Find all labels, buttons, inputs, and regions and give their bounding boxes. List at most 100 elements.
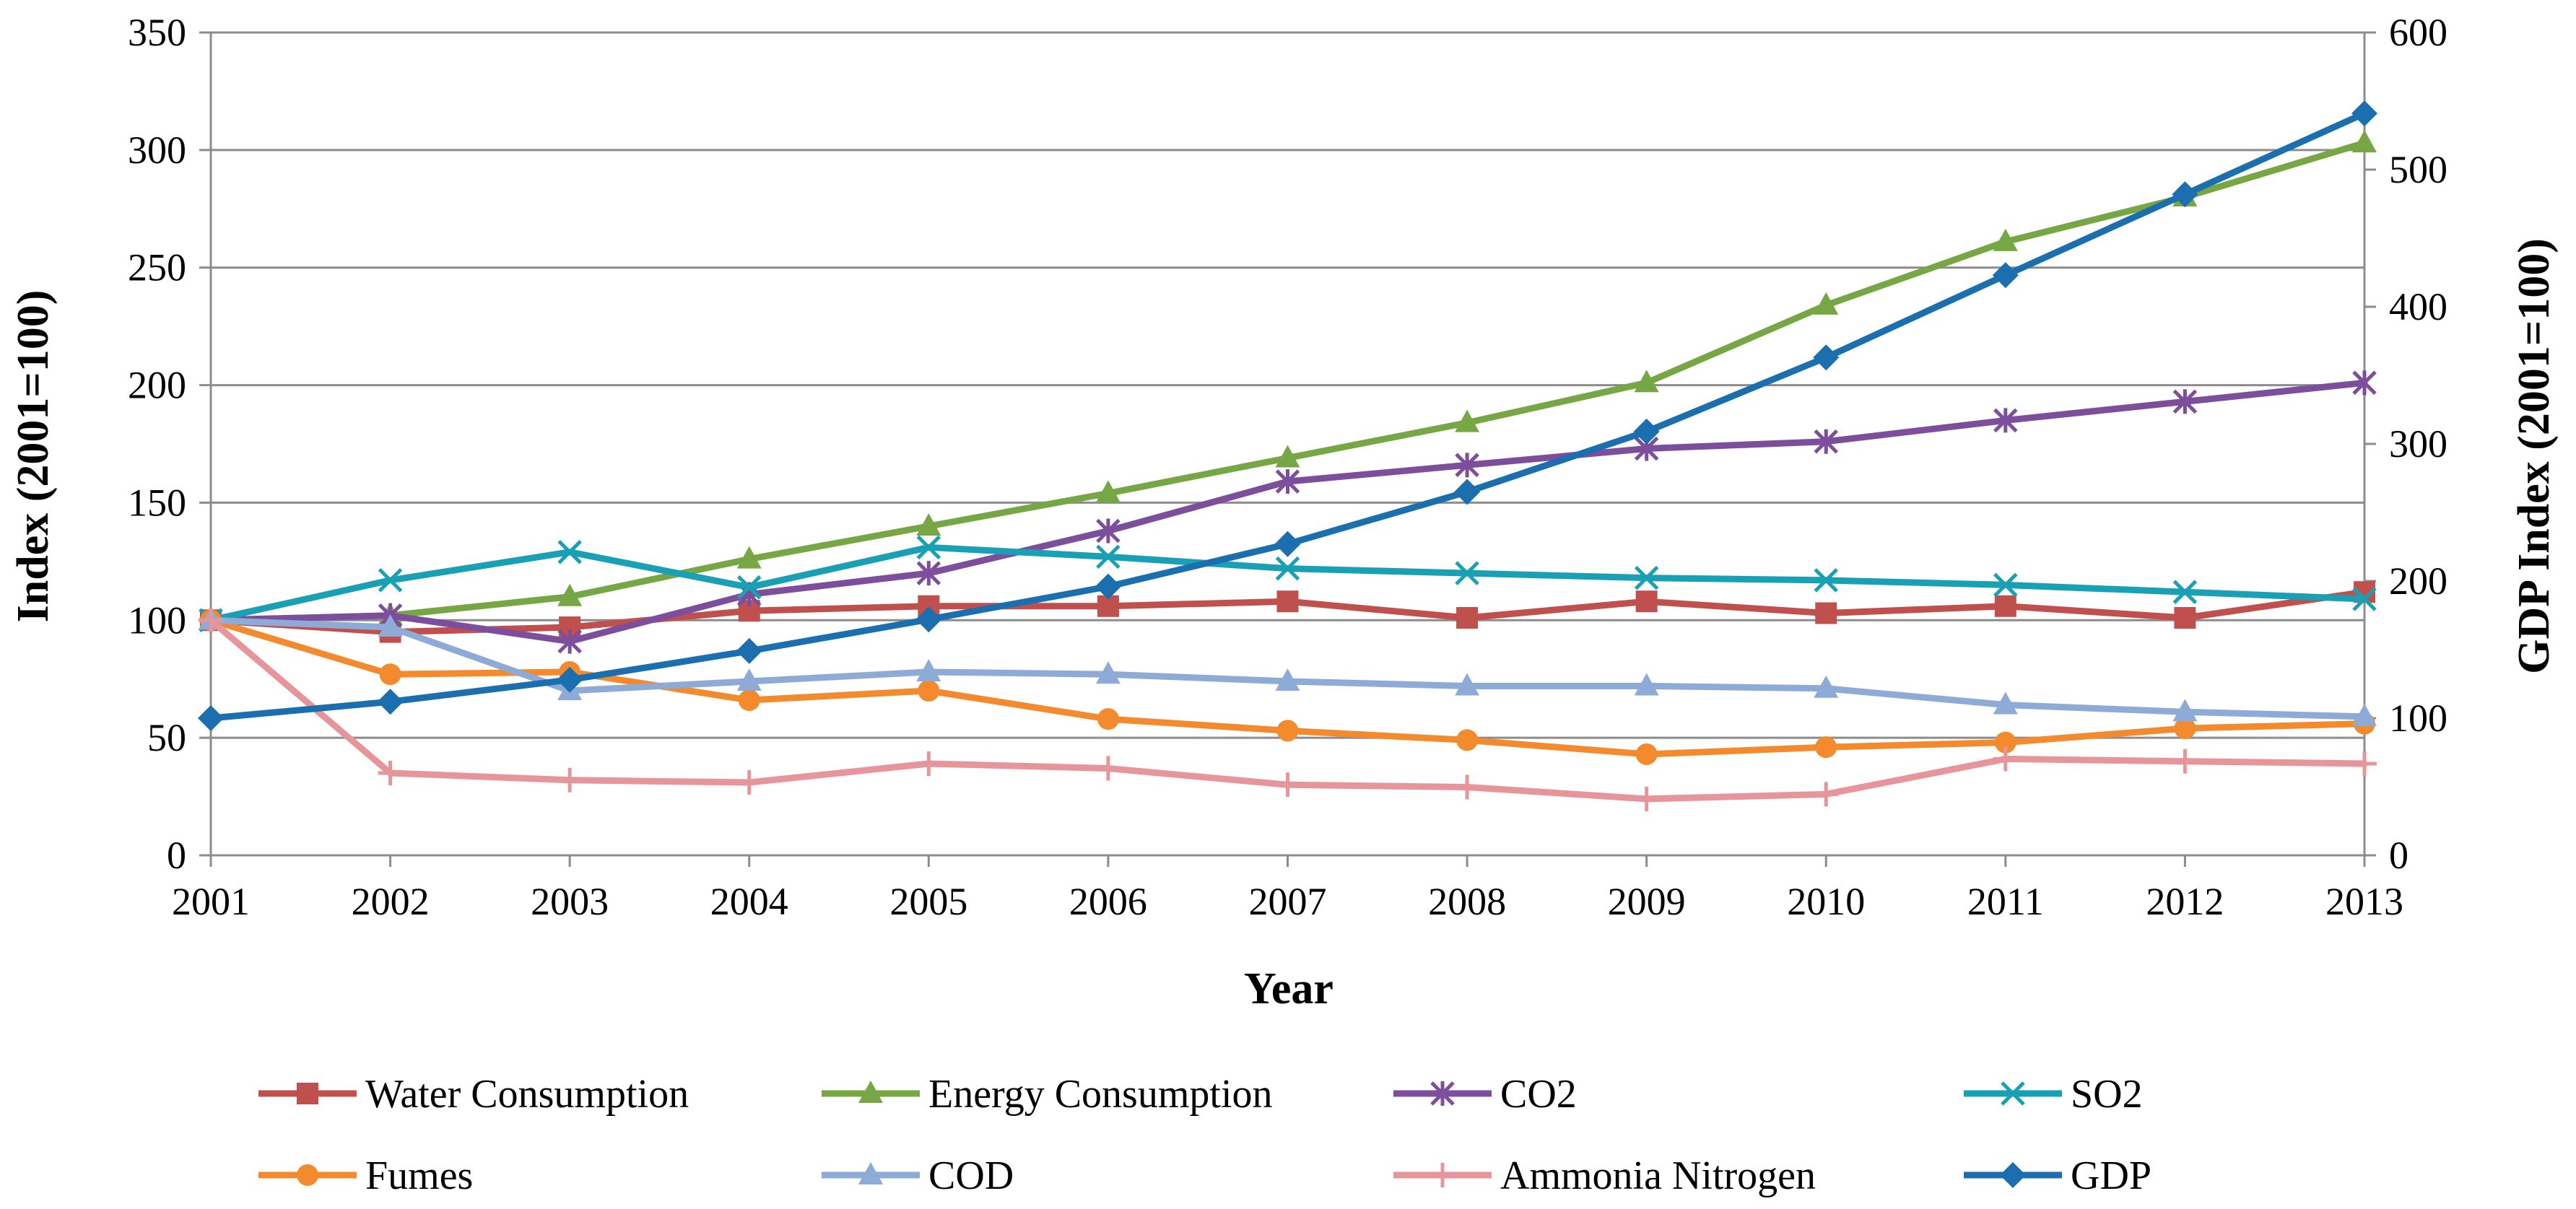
data-point-cod (1993, 691, 2018, 715)
data-point-ammonia-nitrogen (1993, 746, 2018, 772)
y2-tick-label: 300 (2389, 422, 2447, 466)
data-point-energy-consumption (1814, 292, 1839, 315)
data-point-energy-consumption (1634, 370, 1659, 393)
data-point-cod (1455, 673, 1480, 696)
x-tick-label: 2008 (1428, 880, 1506, 923)
legend-label: GDP (2071, 1153, 2151, 1198)
x-tick-label: 2012 (2146, 880, 2224, 923)
data-point-ammonia-nitrogen (2172, 748, 2198, 774)
data-point-cod (1095, 661, 1121, 684)
y2-axis-title: GDP Index (2001=100) (2510, 238, 2559, 674)
y2-tick-label: 600 (2389, 11, 2447, 54)
data-point-gdp (2172, 181, 2198, 208)
data-point-energy-consumption (1095, 480, 1121, 503)
legend-swatch-marker (297, 1164, 318, 1186)
series-layer (198, 100, 2377, 811)
data-point-energy-consumption (1993, 228, 2018, 251)
data-point-fumes (1994, 731, 2016, 754)
x-tick-label: 2009 (1608, 880, 1686, 923)
legend-item-co2: CO2 (1393, 1072, 1577, 1117)
data-point-water-consumption (1994, 595, 2016, 617)
data-point-ammonia-nitrogen (1275, 772, 1300, 798)
data-point-so2 (557, 540, 582, 564)
x-tick-label: 2005 (889, 880, 967, 923)
data-point-co2 (1993, 408, 2018, 433)
data-point-so2 (1096, 544, 1121, 569)
x-tick-label: 2002 (352, 880, 430, 923)
data-point-energy-consumption (1455, 409, 1480, 432)
y-tick-label: 100 (128, 598, 186, 642)
data-point-so2 (736, 575, 762, 600)
legend-swatch-marker (1430, 1163, 1455, 1187)
legend-label: Energy Consumption (928, 1072, 1273, 1117)
y-tick-label: 350 (128, 11, 186, 54)
data-point-gdp (1992, 262, 2019, 289)
data-point-co2 (1275, 469, 1300, 494)
data-point-fumes (1456, 729, 1479, 751)
data-point-co2 (1096, 518, 1121, 544)
data-point-water-consumption (1815, 602, 1837, 624)
data-point-co2 (1814, 429, 1839, 454)
legend-swatch-marker (2000, 1162, 2026, 1188)
legend-item-cod: COD (822, 1153, 1014, 1198)
data-point-ammonia-nitrogen (1634, 786, 1659, 811)
data-point-ammonia-nitrogen (2352, 751, 2377, 776)
data-point-energy-consumption (1275, 445, 1300, 468)
y-tick-label: 0 (167, 834, 186, 877)
data-point-so2 (1814, 568, 1839, 593)
data-point-gdp (915, 606, 942, 633)
data-point-ammonia-nitrogen (916, 751, 941, 776)
legend-item-energy-consumption: Energy Consumption (822, 1072, 1273, 1117)
series-ammonia-nitrogen (199, 608, 2377, 811)
data-point-fumes (738, 689, 760, 712)
y2-tick-label: 500 (2389, 148, 2447, 191)
data-point-cod (1814, 675, 1839, 698)
y2-tick-label: 200 (2389, 559, 2447, 603)
x-tick-label: 2006 (1069, 880, 1147, 923)
data-point-co2 (557, 629, 582, 654)
data-point-energy-consumption (736, 546, 762, 569)
axes: 0 50 100 150 200 250 300 350 0 100 200 300 400 500 600… (128, 11, 2447, 923)
data-point-fumes (1635, 743, 1658, 765)
legend-label: Ammonia Nitrogen (1500, 1153, 1816, 1198)
series-gdp (198, 100, 2377, 731)
data-point-gdp (198, 705, 224, 731)
data-point-co2 (1455, 453, 1479, 478)
data-point-so2 (2352, 587, 2377, 611)
legend-item-water-consumption: Water Consumption (258, 1072, 689, 1117)
data-point-cod (736, 668, 762, 691)
legend: Water Consumption Energy Consumption CO2 SO… (258, 1072, 2151, 1198)
data-point-so2 (1634, 565, 1659, 590)
data-point-so2 (1455, 561, 1479, 585)
data-point-water-consumption (1456, 607, 1479, 629)
legend-swatch-marker (1430, 1081, 1455, 1106)
data-point-gdp (2351, 100, 2377, 127)
data-point-gdp (1813, 344, 1840, 371)
data-point-so2 (2172, 580, 2198, 604)
data-point-ammonia-nitrogen (736, 770, 762, 795)
data-point-ammonia-nitrogen (199, 608, 223, 633)
y-tick-label: 300 (128, 128, 186, 172)
data-point-energy-consumption (916, 513, 941, 536)
y-axis-title: Index (2001=100) (9, 290, 58, 623)
data-point-energy-consumption (557, 583, 583, 606)
data-point-gdp (557, 666, 583, 693)
x-tick-label: 2013 (2325, 880, 2403, 923)
legend-label: Fumes (365, 1153, 473, 1198)
data-point-gdp (1095, 573, 1121, 600)
data-point-gdp (1274, 531, 1301, 557)
data-point-co2 (2352, 370, 2377, 396)
x-axis-title: Year (1244, 964, 1333, 1013)
y-tick-label: 150 (128, 481, 186, 524)
x-tick-label: 2007 (1249, 880, 1327, 923)
x-tick-label: 2011 (1967, 880, 2044, 923)
data-point-ammonia-nitrogen (1455, 774, 1480, 800)
data-point-fumes (1815, 736, 1837, 759)
y-tick-label: 200 (128, 364, 186, 407)
x-tick-label: 2004 (710, 880, 788, 923)
legend-label: COD (928, 1153, 1014, 1198)
data-point-ammonia-nitrogen (557, 767, 583, 793)
data-point-gdp (1454, 479, 1481, 505)
data-point-so2 (1993, 572, 2018, 598)
data-point-so2 (378, 568, 403, 593)
